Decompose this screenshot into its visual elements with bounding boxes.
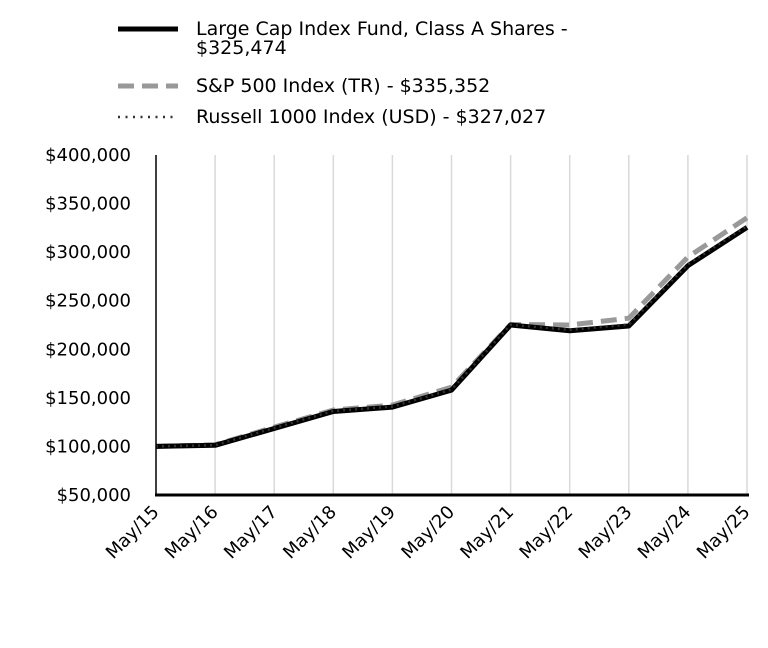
y-tick-label: $400,000: [45, 145, 131, 166]
y-tick-label: $350,000: [45, 194, 131, 215]
chart-series: [155, 215, 749, 449]
y-tick-label: $300,000: [45, 242, 131, 263]
x-tick-label: May/18: [279, 502, 341, 564]
x-tick-label: May/16: [161, 502, 223, 564]
x-tick-label: May/25: [693, 502, 755, 564]
x-tick-label: May/17: [220, 502, 282, 564]
x-tick-label: May/22: [516, 502, 578, 564]
vertical-gridlines: [214, 155, 748, 495]
y-axis-ticks: $50,000 $100,000 $150,000 $200,000 $250,000 $…: [45, 145, 131, 506]
chart-legend: Large Cap Index Fund, Class A Shares -$3…: [118, 18, 568, 128]
legend-label-0: Large Cap Index Fund, Class A Shares -$3…: [196, 18, 568, 59]
x-axis-ticks: May/15May/16May/17May/18May/19May/20May/…: [102, 502, 755, 564]
x-tick-label: May/15: [102, 502, 164, 564]
legend-label-2: Russell 1000 Index (USD) - $327,027: [196, 106, 546, 128]
y-tick-label: $200,000: [45, 339, 131, 360]
x-tick-label: May/23: [575, 502, 637, 564]
x-tick-label: May/24: [634, 502, 696, 564]
x-tick-label: May/21: [456, 502, 518, 564]
y-tick-label: $250,000: [45, 291, 131, 312]
x-tick-label: May/20: [397, 502, 459, 564]
legend-label-1: S&P 500 Index (TR) - $335,352: [196, 75, 490, 97]
series-line-0: [155, 225, 749, 449]
y-tick-label: $150,000: [45, 388, 131, 409]
y-tick-label: $50,000: [57, 485, 131, 506]
x-tick-label: May/19: [338, 502, 400, 564]
chart-axes: [155, 155, 749, 497]
y-tick-label: $100,000: [45, 436, 131, 457]
